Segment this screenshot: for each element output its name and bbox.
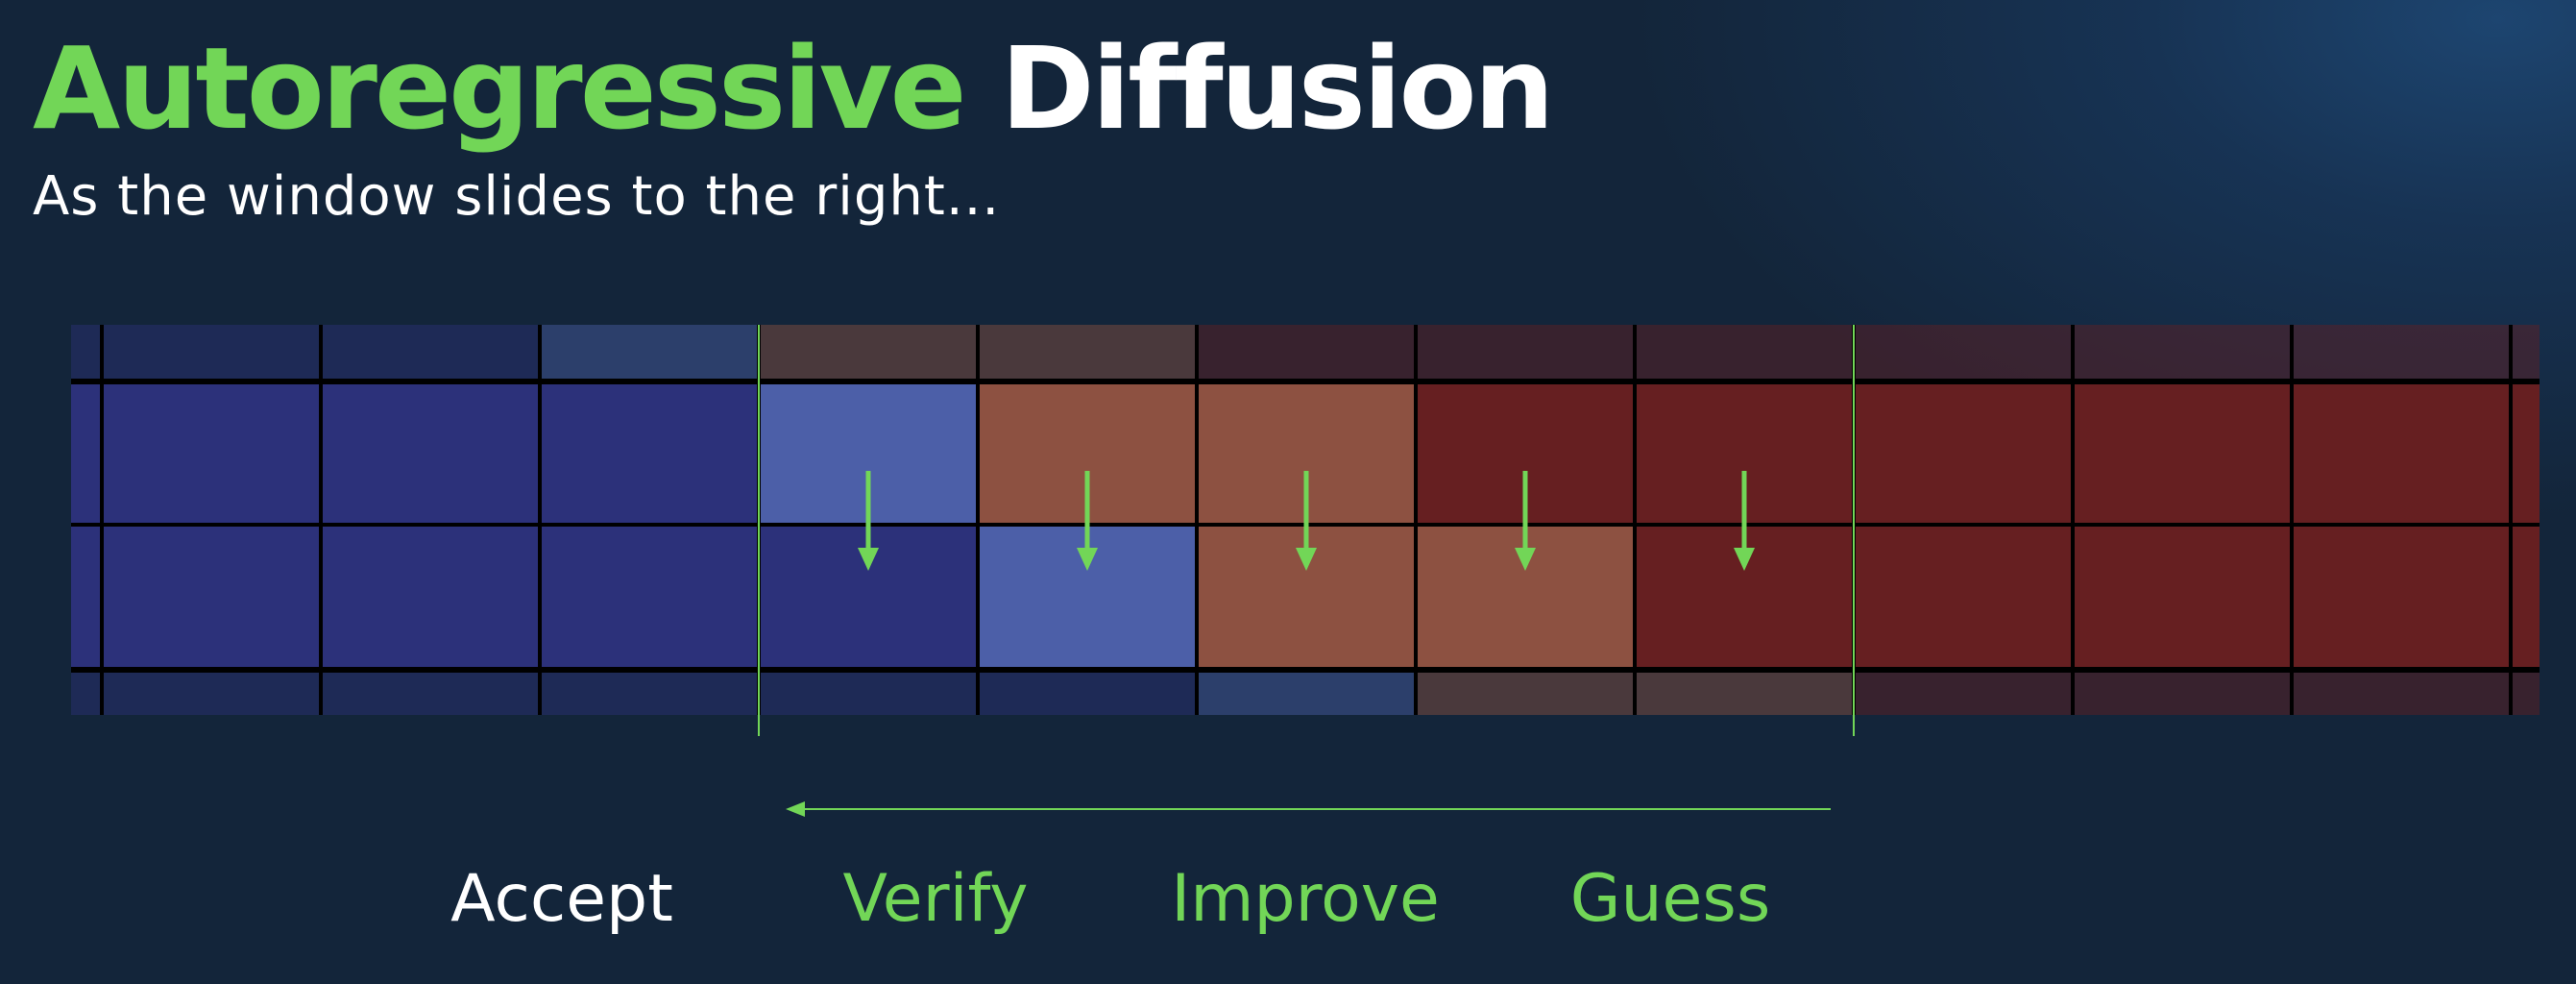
column-divider xyxy=(538,325,542,715)
token-cell xyxy=(2511,669,2540,715)
token-cell xyxy=(759,325,978,381)
slide-title: Autoregressive Diffusion xyxy=(33,26,1555,152)
token-cell xyxy=(102,325,321,381)
arrow-head xyxy=(1077,548,1098,571)
column-divider xyxy=(976,325,980,715)
label-improve: Improve xyxy=(1171,861,1440,937)
arrow-head xyxy=(1515,548,1536,571)
token-cell xyxy=(2073,325,2292,381)
window-boundary xyxy=(758,325,760,736)
token-cell xyxy=(1416,669,1635,715)
window-boundary xyxy=(1853,325,1855,736)
sliding-window xyxy=(758,325,1855,736)
column-divider xyxy=(2290,325,2294,715)
token-cell xyxy=(2511,381,2540,525)
token-cell xyxy=(321,669,540,715)
token-cell xyxy=(102,669,321,715)
column-divider xyxy=(1195,325,1199,715)
token-cell xyxy=(71,381,102,525)
token-cell xyxy=(2511,525,2540,669)
column-divider xyxy=(319,325,323,715)
token-cell xyxy=(1854,381,2073,525)
column-divider xyxy=(2509,325,2513,715)
token-cell xyxy=(321,525,540,669)
token-cell xyxy=(2292,669,2511,715)
token-cell xyxy=(2292,525,2511,669)
token-cell xyxy=(102,525,321,669)
column-divider xyxy=(2071,325,2075,715)
token-cell xyxy=(540,381,759,525)
token-cell xyxy=(1854,669,2073,715)
token-cell xyxy=(1635,669,1854,715)
token-cell xyxy=(2073,525,2292,669)
token-cell xyxy=(71,525,102,669)
token-cell xyxy=(978,669,1197,715)
column-divider xyxy=(1633,325,1637,715)
token-cell xyxy=(1197,325,1416,381)
token-cell xyxy=(1197,669,1416,715)
token-cell xyxy=(2292,325,2511,381)
down-arrows xyxy=(858,471,1755,571)
arrow-head xyxy=(1734,548,1755,571)
label-verify: Verify xyxy=(842,861,1029,937)
token-cell xyxy=(1854,525,2073,669)
token-cell xyxy=(540,669,759,715)
token-cell xyxy=(2073,669,2292,715)
token-cell xyxy=(1854,325,2073,381)
token-cell xyxy=(759,669,978,715)
token-cell xyxy=(2073,381,2292,525)
token-cell xyxy=(2511,325,2540,381)
label-accept: Accept xyxy=(450,861,673,937)
token-cell xyxy=(2292,381,2511,525)
arrow-head xyxy=(1296,548,1317,571)
arrow-head xyxy=(858,548,879,571)
label-guess: Guess xyxy=(1569,861,1771,937)
direction-arrow xyxy=(786,801,1831,817)
token-cell xyxy=(321,381,540,525)
token-cell xyxy=(1635,325,1854,381)
token-cell xyxy=(540,325,759,381)
token-cell xyxy=(540,525,759,669)
column-divider xyxy=(100,325,104,715)
token-cell xyxy=(1416,325,1635,381)
title-diffusion: Diffusion xyxy=(1000,22,1555,155)
token-cell xyxy=(102,381,321,525)
token-cell xyxy=(321,325,540,381)
title-autoregressive: Autoregressive xyxy=(33,22,967,155)
token-cell xyxy=(978,325,1197,381)
slide-subtitle: As the window slides to the right... xyxy=(33,165,1001,228)
row-divider xyxy=(71,667,2540,673)
column-divider xyxy=(1414,325,1418,715)
direction-arrow-head xyxy=(786,801,805,817)
token-cell xyxy=(71,669,102,715)
row-divider xyxy=(71,379,2540,384)
token-cell xyxy=(71,325,102,381)
